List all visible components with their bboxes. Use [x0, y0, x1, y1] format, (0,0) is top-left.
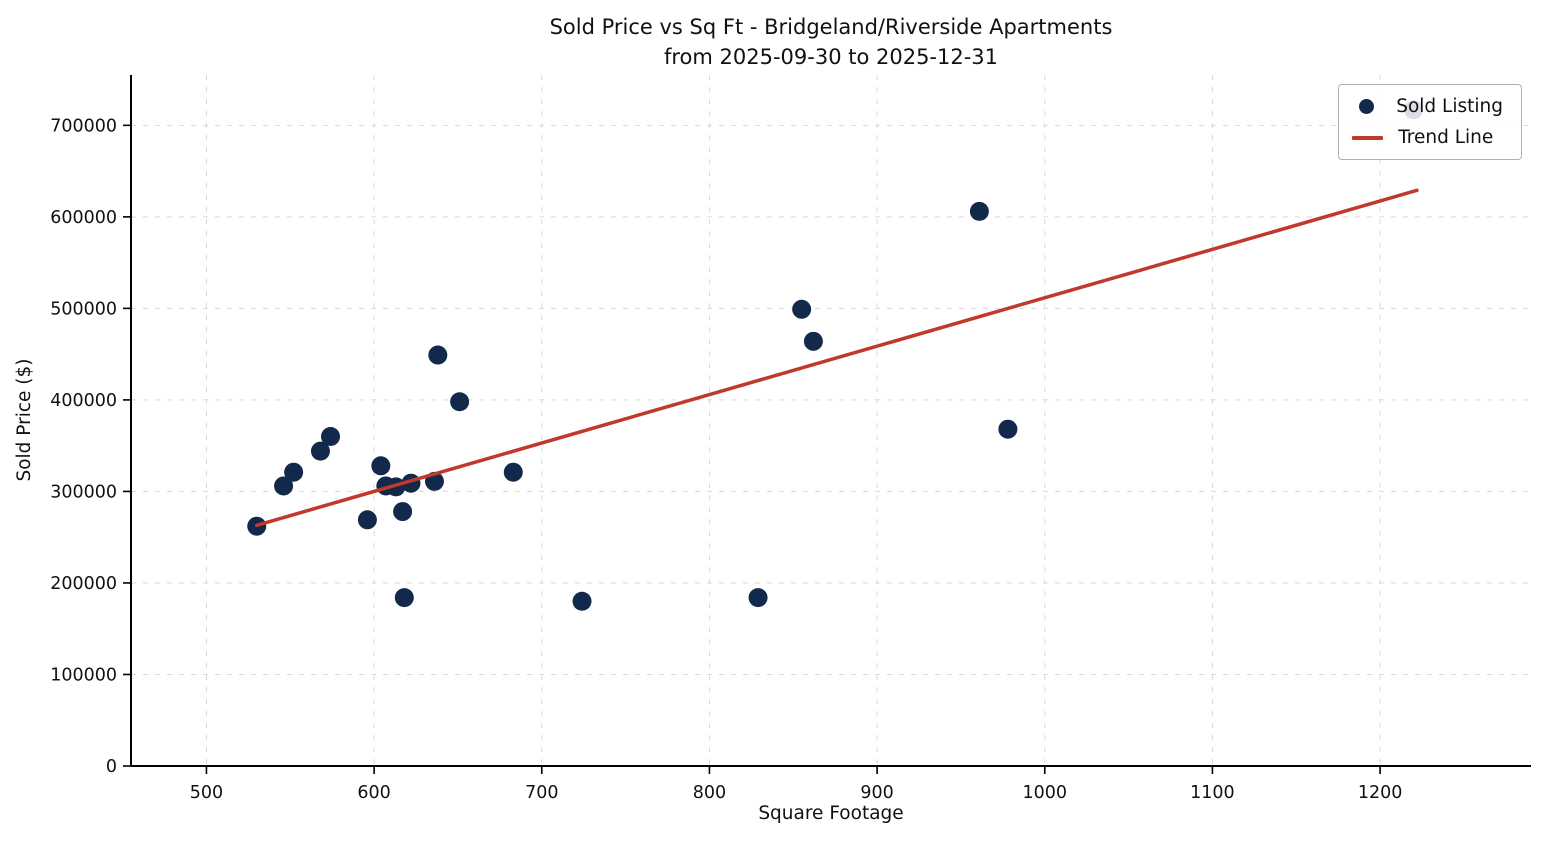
scatter-point [450, 392, 470, 412]
scatter-point [998, 419, 1018, 439]
x-tick-label: 900 [860, 783, 893, 803]
scatter-point [748, 588, 768, 608]
y-axis-label: Sold Price ($) [14, 358, 35, 482]
scatter-point [371, 456, 391, 476]
legend-item-sold-listing: Sold Listing [1352, 96, 1503, 117]
chart-title-line2: from 2025-09-30 to 2025-12-31 [663, 45, 999, 70]
legend-label-sold-listing: Sold Listing [1396, 96, 1503, 117]
legend-item-trend-line: Trend Line [1352, 127, 1503, 148]
y-tick-label: 200000 [50, 574, 117, 594]
y-tick-label: 600000 [50, 208, 117, 228]
x-tick-label: 1200 [1358, 783, 1403, 803]
scatter-point [274, 476, 294, 496]
chart-title: Sold Price vs Sq Ft - Bridgeland/Riversi… [131, 12, 1531, 73]
scatter-point [792, 299, 812, 319]
scatter-point [357, 510, 377, 530]
scatter-point [969, 201, 989, 221]
scatter-point [428, 345, 448, 365]
sold-listing-marker-icon [1359, 99, 1375, 114]
y-tick-label: 100000 [50, 665, 117, 685]
y-tick-label: 500000 [50, 299, 117, 319]
trend-line [254, 188, 1419, 528]
scatter-point [572, 591, 592, 611]
x-tick-label: 700 [525, 783, 558, 803]
legend: Sold Listing Trend Line [1338, 84, 1522, 160]
scatter-point [393, 502, 413, 522]
scatter-point [321, 427, 341, 447]
scatter-point [394, 588, 414, 608]
x-axis-label: Square Footage [758, 803, 904, 824]
x-tick-label: 1100 [1190, 783, 1235, 803]
y-tick-label: 700000 [50, 116, 117, 136]
legend-label-trend-line: Trend Line [1398, 127, 1494, 148]
x-tick-label: 1000 [1022, 783, 1067, 803]
scatter-point [284, 462, 304, 482]
x-tick-label: 600 [357, 783, 390, 803]
scatter-point [803, 331, 823, 351]
y-tick-label: 300000 [50, 482, 117, 502]
y-tick-label: 400000 [50, 391, 117, 411]
scatter-point [503, 462, 523, 482]
chart-title-line1: Sold Price vs Sq Ft - Bridgeland/Riversi… [549, 15, 1113, 39]
trend-line-marker-icon [1352, 135, 1384, 140]
scatter-point [310, 441, 330, 461]
x-tick-label: 800 [693, 783, 726, 803]
x-tick-label: 500 [190, 783, 223, 803]
y-tick-label: 0 [106, 757, 117, 777]
